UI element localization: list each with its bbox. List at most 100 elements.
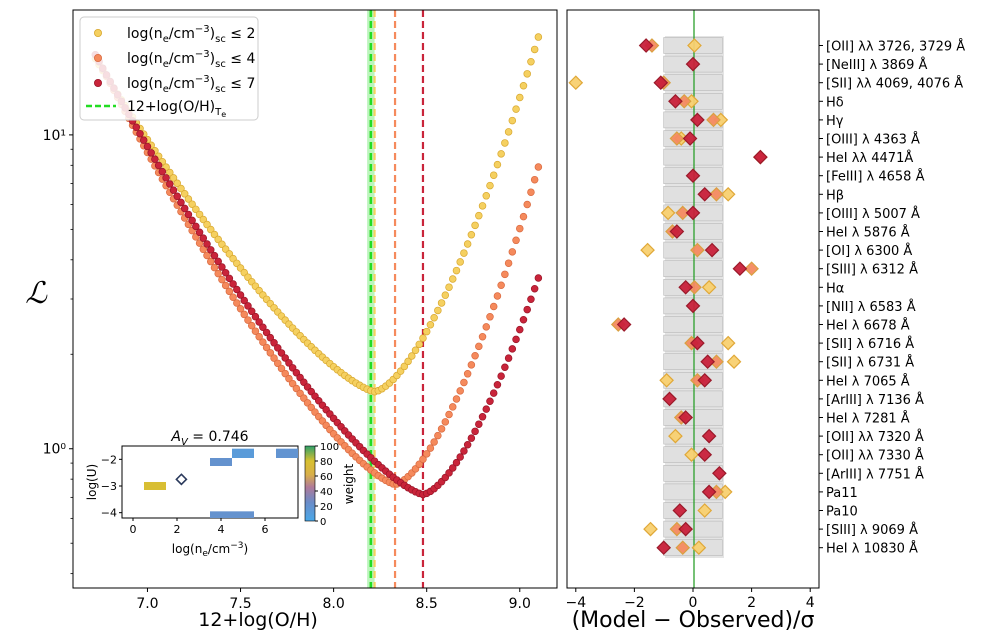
line-label: HeI λ 10830 Å — [826, 541, 918, 557]
series-point — [463, 441, 472, 449]
residual-marker — [682, 131, 698, 146]
series-point — [251, 327, 260, 335]
series-point — [478, 332, 487, 341]
right-x-tick-label: −2 — [624, 595, 645, 611]
series-point — [233, 299, 241, 307]
series-point — [166, 180, 174, 188]
series-point — [203, 240, 211, 248]
inset-y-axis: −2 −3 −4 — [101, 453, 122, 520]
residual-marker — [678, 279, 694, 295]
series-point — [192, 205, 200, 214]
series-point — [184, 195, 193, 203]
left-y-axis-label: ℒ — [25, 276, 48, 311]
colorbar-tick-label: 40 — [320, 487, 333, 498]
line-label: Hβ — [826, 188, 844, 203]
series-point — [270, 339, 278, 347]
series-point — [530, 284, 539, 293]
series-point — [504, 354, 513, 362]
residual-marker — [701, 484, 717, 500]
inset-x-tick-label: 0 — [130, 523, 137, 536]
series-point — [519, 212, 528, 221]
series-point — [255, 332, 263, 341]
line-label: [FeIII] λ 4658 Å — [826, 169, 925, 185]
residual-marker — [753, 149, 768, 165]
line-label: [ArIII] λ 7136 Å — [826, 392, 924, 408]
left-x-axis-label: 12+log(O/H) — [198, 609, 318, 631]
residual-marker — [732, 261, 748, 277]
residual-marker — [697, 447, 713, 463]
residual-marker — [690, 112, 705, 128]
residual-marker — [568, 75, 584, 91]
residual-marker — [720, 335, 736, 351]
residual-marker — [669, 224, 685, 239]
x-tick-label: 7.5 — [229, 596, 251, 612]
series-point — [486, 397, 494, 406]
series-point — [136, 129, 144, 138]
y-tick-label: 10⁰ — [43, 442, 67, 458]
residual-marker — [697, 186, 713, 202]
series-point — [527, 295, 535, 304]
series-point — [195, 210, 204, 219]
series-point — [266, 349, 275, 357]
series-point — [508, 345, 517, 353]
series-point — [430, 438, 438, 446]
series-point — [516, 325, 524, 334]
series-point — [512, 335, 520, 344]
series-point — [251, 312, 260, 321]
series-point — [527, 188, 535, 196]
series-point — [467, 231, 476, 239]
series-point — [199, 215, 208, 224]
series-point — [236, 291, 245, 299]
series-point — [404, 357, 412, 366]
series-point — [508, 248, 517, 256]
residual-marker — [662, 391, 677, 407]
series-point — [221, 268, 230, 277]
series-point — [463, 240, 472, 248]
inset-best-fit-marker — [175, 473, 188, 486]
line-label: HeI λ 6678 Å — [826, 318, 910, 334]
residual-marker — [685, 56, 701, 72]
line-label: [OII] λλ 3726, 3729 Å — [826, 39, 965, 55]
series-point — [262, 343, 271, 352]
inset: 0 2 4 6 −2 −3 −4 AV = 0.746 log(ne/cm−3) log(… — [85, 429, 356, 559]
series-point — [516, 224, 524, 233]
residual-marker — [685, 205, 701, 221]
series-point — [199, 234, 208, 242]
series-point — [214, 235, 222, 244]
line-label: [SII] λ 6731 Å — [826, 355, 914, 371]
legend-label-ne7: log(ne/cm−3)sc ≤ 7 — [127, 74, 255, 95]
series-point — [523, 200, 531, 209]
right-x-tick-label: 2 — [747, 595, 756, 611]
series-point — [475, 342, 483, 351]
line-label: Pa11 — [826, 486, 858, 501]
series-point — [501, 270, 509, 279]
series-point — [478, 202, 487, 210]
residual-marker — [709, 186, 724, 202]
left-panel: 7.0 7.5 8.0 8.5 9.0 10⁰ 10¹ 12+log(O/H) ℒ log… — [25, 9, 558, 631]
row-sigma-box — [663, 260, 723, 278]
series-point — [203, 251, 211, 260]
series-point — [482, 323, 491, 331]
series-point — [188, 216, 196, 225]
inset-x-tick-label: 4 — [218, 523, 225, 536]
series-point — [225, 287, 234, 296]
series-point — [173, 192, 182, 201]
residual-marker — [659, 372, 674, 388]
series-point — [523, 70, 531, 78]
residual-marker — [638, 38, 654, 53]
series-point — [508, 116, 517, 125]
series-point — [493, 380, 502, 389]
residual-marker — [720, 186, 736, 202]
series-point — [218, 263, 226, 271]
series-point — [207, 257, 215, 266]
legend-marker-ne7 — [94, 79, 103, 88]
series-point — [512, 236, 520, 245]
line-label: [OII] λλ 7330 Å — [826, 448, 924, 464]
line-label: HeI λλ 4471Å — [826, 150, 913, 166]
series-point — [463, 370, 472, 378]
inset-y-tick-label: −3 — [101, 480, 117, 493]
series-point — [244, 302, 252, 310]
series-point — [489, 171, 498, 179]
inset-weight-cell — [210, 458, 232, 466]
residual-marker — [697, 503, 713, 518]
